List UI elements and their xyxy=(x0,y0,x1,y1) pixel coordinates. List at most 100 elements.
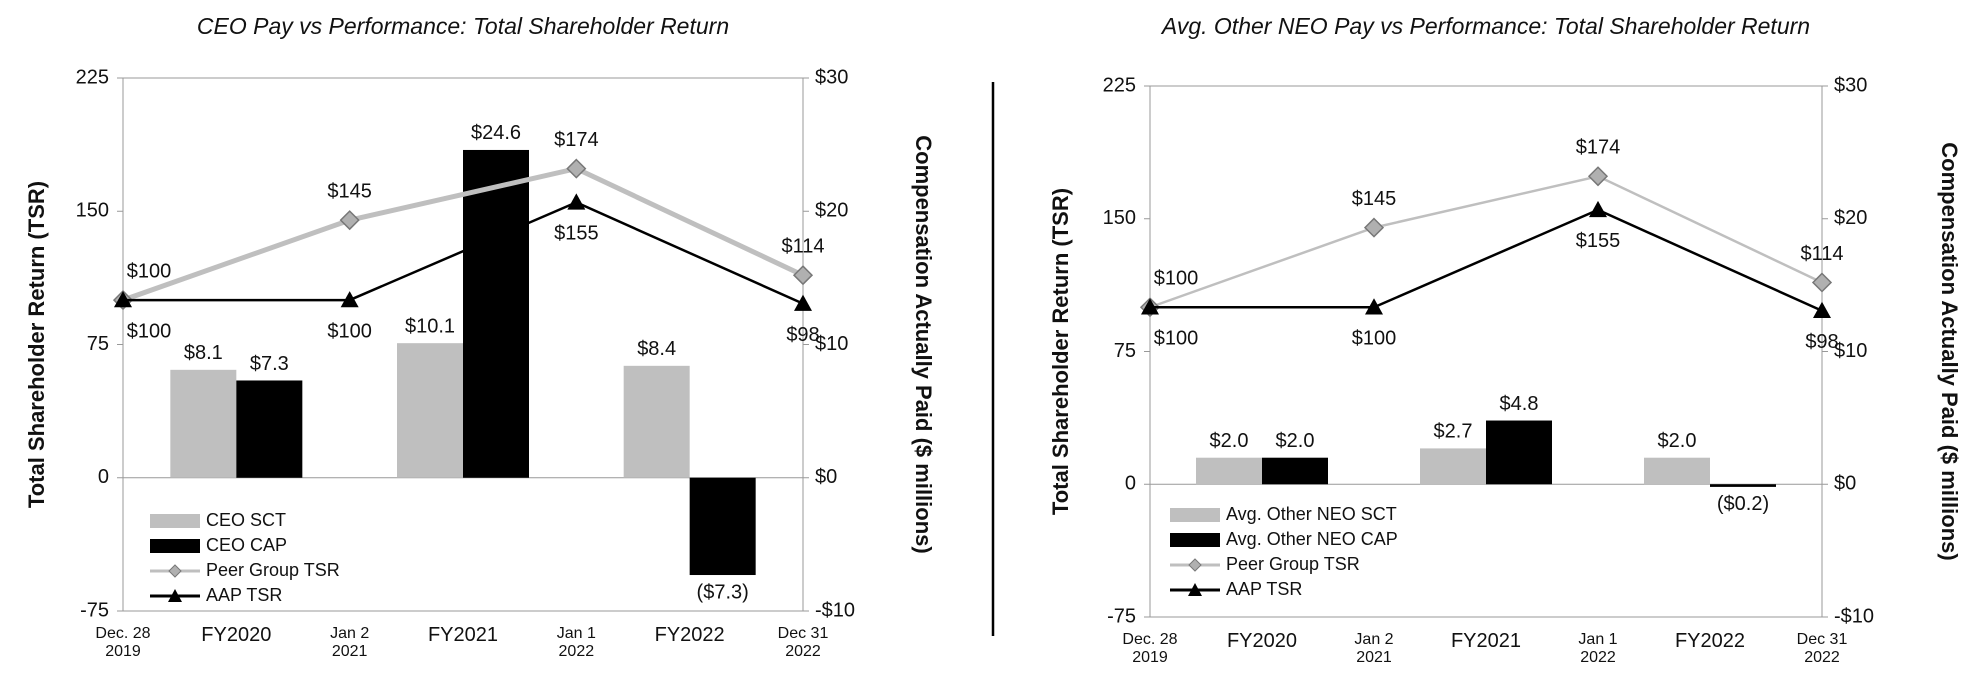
bar-label: $4.8 xyxy=(1500,393,1539,415)
bar-label: ($7.3) xyxy=(697,581,749,603)
x-tick-label: Jan 1 2022 xyxy=(556,625,596,660)
point-label: $114 xyxy=(781,235,824,257)
bar xyxy=(1262,457,1328,485)
bar xyxy=(1420,448,1486,485)
x-tick-label: Jan 2 2021 xyxy=(330,625,370,660)
point xyxy=(792,265,814,286)
x-tick-label: Dec 31 2022 xyxy=(777,625,829,660)
y2-tick-label: $20 xyxy=(1834,207,1867,229)
legend-label: AAP TSR xyxy=(206,585,282,605)
point xyxy=(566,158,587,179)
bar xyxy=(463,149,529,478)
point xyxy=(340,291,359,308)
legend-label: CEO SCT xyxy=(206,510,286,530)
bar xyxy=(1644,457,1710,485)
bar-label: $2.0 xyxy=(1210,430,1249,452)
y2-tick-label: $0 xyxy=(815,466,837,488)
y2-tick-label: $30 xyxy=(1834,74,1867,96)
x-tick-label: Jan 1 2022 xyxy=(1578,631,1618,666)
bar xyxy=(1710,484,1776,487)
bar-label: $8.4 xyxy=(637,338,676,360)
point xyxy=(114,291,132,308)
point-label: $155 xyxy=(1576,230,1621,252)
line xyxy=(1149,174,1823,309)
point-label: $174 xyxy=(554,129,599,151)
point-label: $174 xyxy=(1576,137,1621,159)
y2-tick-label: $20 xyxy=(815,200,848,222)
legend-label: Peer Group TSR xyxy=(206,560,340,580)
y2-tick-label: $0 xyxy=(1834,473,1856,495)
x-tick-label: FY2020 xyxy=(201,624,272,646)
point-label: $100 xyxy=(127,320,172,342)
y2-tick-label: $10 xyxy=(815,333,848,355)
y-tick-label: 225 xyxy=(76,66,109,88)
point-label: $100 xyxy=(1154,268,1199,290)
legend-label: Peer Group TSR xyxy=(1226,554,1360,574)
bar xyxy=(397,343,463,478)
point xyxy=(567,193,586,210)
bar-label: $2.0 xyxy=(1658,430,1697,452)
bar xyxy=(236,380,303,478)
point xyxy=(1811,272,1833,293)
bar-label: $2.7 xyxy=(1434,421,1473,443)
y-tick-label: 0 xyxy=(1125,473,1136,495)
bar xyxy=(170,369,237,478)
legend-marker xyxy=(168,564,182,578)
bar-label: $7.3 xyxy=(250,353,289,375)
line xyxy=(1150,208,1823,312)
point xyxy=(1589,200,1607,218)
x-tick-label: FY2021 xyxy=(427,624,499,646)
point xyxy=(1363,217,1385,238)
chart-title: Avg. Other NEO Pay vs Performance: Total… xyxy=(1160,13,1810,39)
x-tick-label: Jan 2 2021 xyxy=(1354,631,1394,666)
point-label: $155 xyxy=(554,223,599,245)
y-tick-label: 150 xyxy=(1103,207,1136,229)
x-tick-label: FY2022 xyxy=(654,624,725,646)
line xyxy=(122,165,805,303)
y-tick-label: -75 xyxy=(80,599,109,621)
legend-swatch xyxy=(150,539,200,553)
bar-label: ($0.2) xyxy=(1717,493,1769,515)
y2-tick-label: -$10 xyxy=(1834,605,1874,627)
legend-marker xyxy=(1188,583,1202,596)
point xyxy=(1141,298,1159,315)
y-axis-label: Total Shareholder Return (TSR) xyxy=(24,181,49,508)
y-axis-label: Total Shareholder Return (TSR) xyxy=(1048,188,1073,515)
legend-marker xyxy=(168,589,182,602)
point-label: $114 xyxy=(1800,243,1843,265)
point xyxy=(794,294,812,311)
legend-label: Avg. Other NEO CAP xyxy=(1226,529,1398,549)
bar-label: $8.1 xyxy=(184,342,223,364)
x-tick-label: Dec. 28 2019 xyxy=(95,625,151,660)
x-tick-label: FY2022 xyxy=(1674,630,1746,652)
y-tick-label: -75 xyxy=(1107,605,1136,627)
point-label: $98 xyxy=(1805,331,1838,353)
legend-marker xyxy=(1188,558,1202,572)
point xyxy=(1813,301,1831,318)
y-tick-label: 0 xyxy=(98,466,109,488)
legend-swatch xyxy=(1170,508,1220,522)
x-tick-label: FY2021 xyxy=(1450,630,1522,652)
x-tick-label: FY2020 xyxy=(1226,630,1298,652)
point-label: $145 xyxy=(327,180,372,202)
y-tick-label: 75 xyxy=(87,333,109,355)
point xyxy=(1587,166,1609,187)
y-tick-label: 75 xyxy=(1114,340,1136,362)
point-label: $100 xyxy=(1154,328,1199,350)
y2-tick-label: -$10 xyxy=(815,599,855,621)
legend-swatch xyxy=(150,514,200,528)
bar xyxy=(1486,420,1552,485)
bar-label: $10.1 xyxy=(405,315,455,337)
legend-label: CEO CAP xyxy=(206,535,287,555)
point xyxy=(339,210,360,231)
legend-label: Avg. Other NEO SCT xyxy=(1226,504,1397,524)
line xyxy=(123,201,804,305)
bar-label: $2.0 xyxy=(1276,430,1315,452)
bar-label: $24.6 xyxy=(471,122,521,144)
y2-axis-label: Compensation Actually Paid ($ millions) xyxy=(911,135,936,553)
point-label: $100 xyxy=(1352,328,1397,350)
y-tick-label: 225 xyxy=(1103,74,1136,96)
bar xyxy=(1196,457,1262,485)
y-tick-label: 150 xyxy=(76,200,109,222)
